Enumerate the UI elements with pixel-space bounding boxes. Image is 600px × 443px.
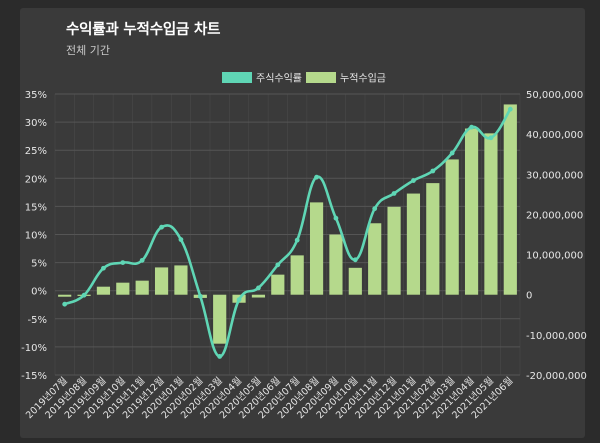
line-point (159, 224, 164, 230)
line-point (430, 168, 436, 174)
bar (251, 294, 266, 298)
y-left-tick-label: 20% (25, 174, 47, 185)
y-right-tick-label: 40,000,000 (526, 130, 583, 141)
chart-title: 수익률과 누적수입금 차트 (66, 22, 221, 38)
line-point (507, 106, 513, 112)
legend-label: 누적수입금 (340, 72, 386, 85)
line-point (101, 265, 106, 271)
line-point (62, 301, 68, 307)
line-point (352, 257, 358, 263)
y-left-tick-label: 30% (25, 118, 47, 129)
bar (348, 267, 362, 295)
bar (290, 255, 304, 295)
legend-swatch-bar (306, 72, 336, 83)
y-right-tick-label: 50,000,000 (526, 90, 583, 101)
y-right-tick-label: 10,000,000 (526, 251, 583, 262)
line-point (275, 262, 281, 268)
line-point (294, 237, 300, 243)
bar (503, 104, 517, 295)
y-right-tick-label: -10,000,000 (526, 331, 587, 342)
line-point (449, 150, 455, 156)
line-point (469, 124, 474, 130)
y-right-tick-label: 30,000,000 (526, 170, 583, 181)
y-left-tick-label: 15% (25, 202, 47, 213)
bar (154, 267, 169, 295)
bar (406, 193, 421, 295)
chart-subtitle: 전체 기간 (66, 44, 110, 57)
bar (135, 280, 149, 295)
bar (445, 159, 459, 295)
bar (484, 133, 498, 295)
bar (387, 206, 401, 295)
bar (464, 128, 479, 295)
y-right-tick-label: 0 (526, 291, 532, 302)
y-left-tick-label: 0% (31, 287, 47, 298)
y-right-tick-label: -20,000,000 (526, 371, 587, 382)
y-left-tick-label: 35% (25, 90, 47, 101)
line-point (314, 174, 319, 180)
line-point (256, 285, 261, 291)
line-point (411, 178, 416, 183)
line-point (333, 215, 339, 221)
legend-label: 주식수익률 (256, 73, 302, 85)
legend-swatch-line (222, 72, 252, 83)
line-point (372, 206, 378, 212)
line-point (120, 260, 126, 265)
y-left-tick-label: 5% (31, 259, 47, 270)
line-point (139, 257, 145, 263)
y-left-tick-label: -5% (28, 315, 47, 326)
bar (426, 183, 440, 295)
y-right-tick-label: 20,000,000 (526, 210, 583, 221)
line-point (217, 354, 223, 359)
bar (213, 294, 227, 344)
bar (309, 202, 324, 295)
bar (96, 286, 111, 295)
line-point (81, 292, 87, 298)
bar (116, 282, 130, 295)
y-left-tick-label: 25% (25, 146, 47, 157)
y-left-tick-label: -10% (21, 343, 47, 354)
line-point (197, 293, 203, 299)
bar (271, 274, 285, 295)
line-point (178, 237, 184, 242)
bar (58, 294, 72, 297)
line-point (391, 191, 397, 196)
y-left-tick-label: 10% (25, 231, 47, 242)
line-point (488, 135, 494, 141)
line-point (236, 297, 242, 303)
bar (329, 234, 343, 295)
bar (174, 265, 188, 295)
y-left-tick-label: -15% (21, 371, 47, 382)
bar (368, 223, 382, 295)
